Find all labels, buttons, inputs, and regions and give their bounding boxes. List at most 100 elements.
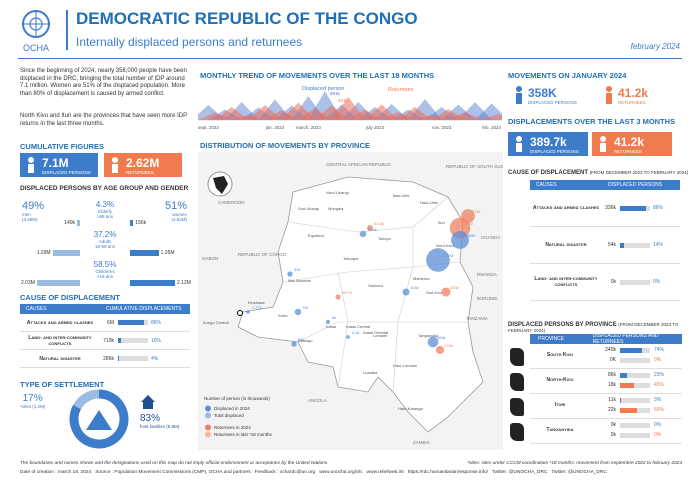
decoration: 389.7k DISPLACED PERSONS	[530, 135, 579, 154]
province-label: Sud-Ubangi	[298, 206, 319, 211]
bar-track	[620, 408, 650, 413]
legend-title: Number of person (in thousands)	[204, 396, 270, 401]
bar-track	[118, 338, 148, 343]
stat: 358K DISPLACED PERSONS	[510, 84, 577, 106]
bubble	[294, 308, 302, 316]
pct: 10%	[151, 337, 162, 344]
cause: Land- and inter-community conflicts	[534, 276, 598, 288]
returnees-pct: 0%	[654, 432, 662, 438]
decoration	[112, 164, 118, 173]
bar-track	[620, 242, 650, 248]
pct: 86%	[151, 319, 162, 326]
displaced-pct: 23%	[654, 372, 665, 378]
cause: Natural disaster	[39, 355, 81, 362]
province-map: CENTRAL AFRICAN REPUBLIC REPUBLIC OF SOUT…	[198, 152, 503, 450]
table-header: CAUSES CUMULATIVE DISPLACEMENTS	[20, 304, 190, 314]
returnees-peak	[398, 107, 432, 120]
table-row: Land- and inter-community conflicts 719k 1…	[20, 332, 190, 350]
returnees-pct: 45%	[654, 382, 665, 388]
decoration	[28, 164, 34, 173]
province-label: Tshopo	[378, 236, 392, 241]
displaced-pct: 3%	[654, 397, 662, 403]
bar-track	[118, 320, 148, 325]
section-title-text: DISPLACED PERSONS BY PROVINCE	[508, 322, 617, 328]
province-shape	[510, 373, 524, 391]
province-label: Kongo Central	[203, 320, 229, 325]
bar	[118, 320, 144, 325]
returnees-peak	[331, 96, 366, 120]
section-title: DISPLACEMENTS OVER THE LAST 3 MONTHS	[508, 117, 676, 126]
country-label: UGANDA	[481, 235, 500, 240]
returnees-count: 22k	[607, 407, 616, 413]
host-summary: 83% host families (5.9M)	[140, 413, 185, 429]
section-title: CAUSE OF DISPLACEMENT	[20, 293, 121, 302]
age-pyramid: 4.3% Elderly >59 ans 140k 156k 37.2% Adults 18-…	[20, 198, 191, 288]
province-label: Sankuru	[368, 283, 383, 288]
province-label: Haut-Katanga	[398, 406, 423, 411]
stat-label: RETURNEES	[126, 169, 154, 175]
province-label: Lualaba	[363, 370, 378, 375]
count: 336k	[605, 205, 616, 211]
province-label: Kwango	[298, 338, 313, 343]
province-shape	[510, 398, 524, 416]
country-label: REPUBLIC OF CONGO	[238, 252, 287, 257]
age-range: <18 ans	[96, 274, 114, 279]
men-bar	[36, 280, 80, 286]
section-title-text: CAUSE OF DISPLACEMENT	[508, 170, 589, 176]
cause: Attacks and armed clashes	[26, 319, 94, 326]
women-bar	[130, 220, 134, 226]
decoration	[141, 395, 155, 409]
country-label: GABON	[202, 256, 218, 261]
stat-label: RETURNEES	[618, 99, 646, 105]
stat-value: 7.1M	[42, 155, 69, 170]
bubble-label: 365k	[437, 335, 446, 340]
decoration: 2.62M RETURNEES	[126, 156, 159, 175]
bubble	[426, 248, 450, 272]
legend-swatch	[205, 412, 211, 419]
bar	[620, 408, 637, 413]
peak-label: 581k	[330, 91, 341, 96]
host-arc	[69, 389, 129, 449]
col-header: CAUSES	[536, 182, 557, 188]
stat-value: 41.2k	[618, 85, 649, 100]
stat-box: 41.2k RETURNEES	[592, 132, 672, 156]
bubble	[335, 294, 341, 300]
province-table: PROVINCE DISPLACED PERSONS AND RETURNEES S…	[530, 333, 682, 444]
returnees-count: 0k	[610, 432, 616, 438]
bar-track	[620, 358, 650, 363]
stat-value: 389.7k	[530, 134, 567, 149]
age-group: 58.5% Childrens <18 ans	[80, 260, 130, 279]
notes: *sites: sites under CCCM coordination *1…	[467, 461, 682, 466]
province-label: Lomami	[373, 333, 387, 338]
legend-swatch	[205, 405, 211, 412]
men-value: 140k	[64, 220, 76, 226]
displaced-pct: 74%	[654, 347, 665, 353]
bubble-label: 104k	[410, 285, 419, 290]
date: february 2024	[630, 42, 680, 51]
province-label: Kinshasa	[248, 300, 265, 305]
locator-africa	[213, 176, 228, 194]
decoration: 41.2k RETURNEES	[614, 135, 644, 154]
bar	[620, 373, 627, 378]
intro-paragraph: Since the beginning of 2024, nearly 358,…	[20, 68, 187, 97]
bar-track	[620, 398, 650, 403]
series-label: Displaced person	[302, 86, 345, 92]
cause-table: CAUSES CUMULATIVE DISPLACEMENTS Attacks an…	[20, 304, 190, 368]
pct: 14%	[653, 242, 664, 248]
province-shape	[510, 348, 524, 366]
men-value: 2.03M	[21, 280, 35, 286]
decoration: 7.1M DISPLACED PERSONS	[42, 156, 91, 175]
stat-box: 2.62M RETURNEES	[104, 153, 182, 177]
returnees-peak	[481, 114, 502, 120]
bar-track	[620, 205, 650, 211]
people-icon	[516, 136, 522, 152]
decoration	[516, 93, 522, 104]
sites-summary: 17% *sites (1.2M)	[20, 393, 45, 409]
sites-pct: 17%	[22, 393, 43, 404]
women-value: 156k	[135, 220, 147, 226]
bar	[620, 205, 646, 211]
section-title: CAUSE OF DISPLACEMENT (FROM DECEMBER 202…	[508, 170, 688, 176]
sites-arc	[73, 389, 100, 410]
decoration	[112, 157, 118, 163]
header-rule	[18, 58, 682, 59]
